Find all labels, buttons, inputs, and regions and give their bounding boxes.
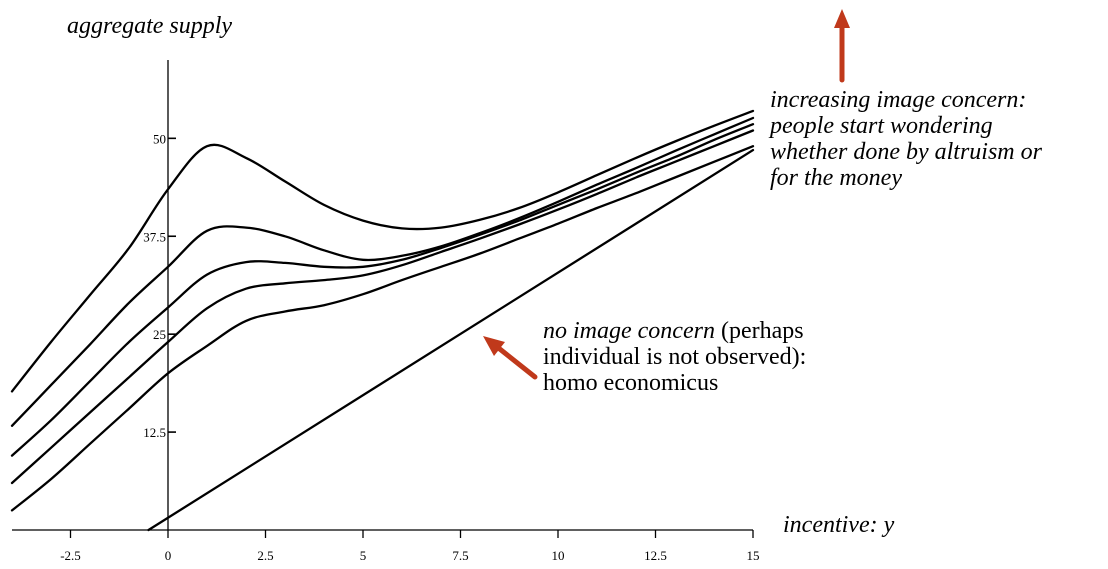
no-image-concern-phrase: no image concern bbox=[543, 318, 715, 344]
note-line: whether done by altruism or bbox=[770, 139, 1042, 165]
x-tick-label: -2.5 bbox=[60, 548, 81, 563]
x-tick-label: 15 bbox=[747, 548, 760, 563]
image-concern-arrow bbox=[834, 9, 850, 83]
note-line: individual is not observed): bbox=[543, 344, 807, 370]
x-tick-label: 10 bbox=[552, 548, 565, 563]
y-tick-label: 50 bbox=[153, 131, 166, 146]
note-line: no image concern (perhaps bbox=[543, 318, 806, 344]
note-line: people start wondering bbox=[770, 113, 993, 139]
note-line: increasing image concern: bbox=[770, 87, 1027, 113]
x-tick-label: 12.5 bbox=[644, 548, 667, 563]
supply-curve-2 bbox=[10, 129, 755, 485]
no-image-concern-arrow bbox=[483, 336, 538, 380]
curves bbox=[10, 109, 755, 532]
note-line: homo economicus bbox=[543, 370, 719, 396]
axes bbox=[12, 60, 753, 531]
ticks: -2.5 0 2.5 5 7.5 10 12.5 15 12.5 25 37.5 50 bbox=[60, 131, 759, 563]
x-axis-title: incentive: y bbox=[783, 512, 895, 538]
increasing-image-concern-note: increasing image concern: people start w… bbox=[770, 87, 1042, 191]
y-tick-label: 37.5 bbox=[143, 229, 166, 244]
x-axis-title-text: incentive bbox=[783, 512, 870, 538]
x-tick-label: 7.5 bbox=[452, 548, 468, 563]
y-tick-label: 12.5 bbox=[143, 425, 166, 440]
no-image-concern-note: no image concern (perhaps individual is … bbox=[543, 318, 806, 396]
no-image-concern-arrow-shaft bbox=[493, 343, 538, 380]
x-tick-label: 0 bbox=[165, 548, 172, 563]
x-tick-label: 2.5 bbox=[257, 548, 273, 563]
supply-curve-1 bbox=[10, 145, 755, 512]
note-line: for the money bbox=[770, 165, 902, 191]
x-axis-variable: y bbox=[882, 512, 895, 538]
note-line-rest: (perhaps bbox=[714, 318, 804, 344]
x-tick-label: 5 bbox=[360, 548, 367, 563]
x-axis-title-colon: : bbox=[870, 512, 878, 538]
y-axis-title: aggregate supply bbox=[67, 13, 232, 39]
image-concern-arrow-head bbox=[834, 9, 850, 28]
supply-curve-4 bbox=[10, 116, 755, 427]
y-tick-label: 25 bbox=[153, 327, 166, 342]
supply-curve-6 bbox=[147, 148, 755, 532]
supply-curve-3 bbox=[10, 123, 755, 457]
supply-curve-5 bbox=[10, 109, 755, 393]
no-image-concern-arrow-head bbox=[483, 336, 505, 356]
